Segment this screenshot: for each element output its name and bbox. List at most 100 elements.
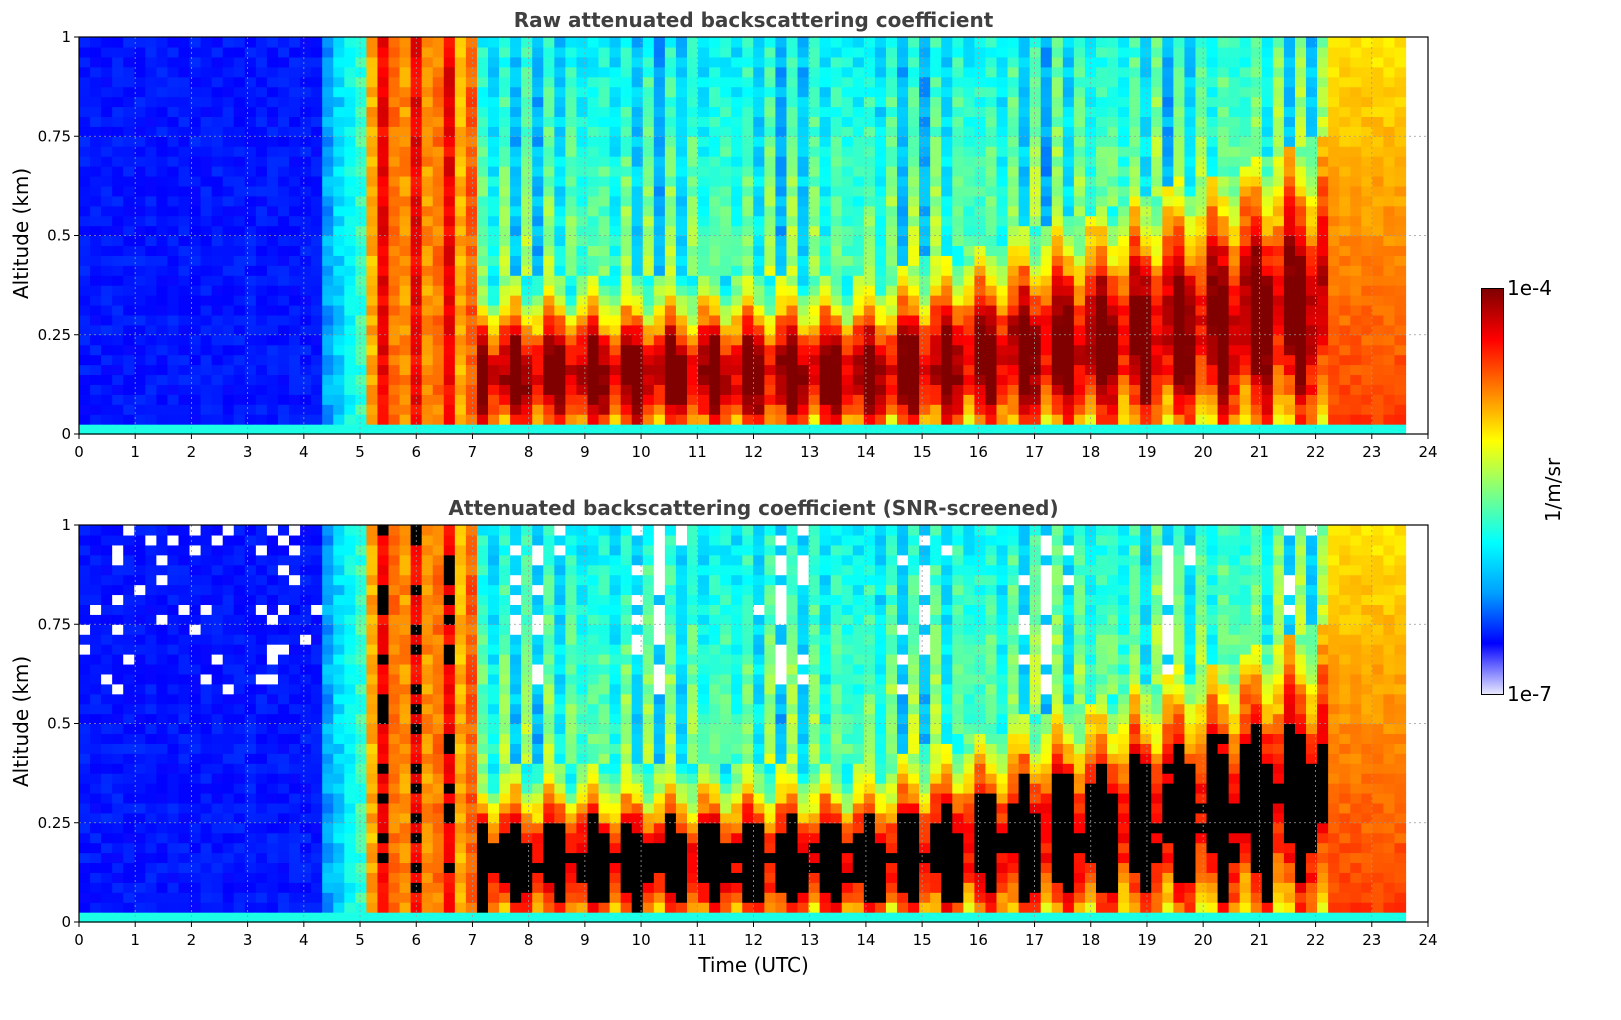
heatmap-cell xyxy=(1306,96,1318,108)
heatmap-cell xyxy=(1129,285,1141,296)
heatmap-cell xyxy=(720,235,732,247)
heatmap-cell xyxy=(1394,56,1407,68)
heatmap-cell xyxy=(897,175,909,187)
heatmap-cell xyxy=(797,384,810,395)
heatmap-cell xyxy=(167,96,180,108)
heatmap-cell xyxy=(1040,86,1053,98)
heatmap-cell xyxy=(1084,344,1097,356)
heatmap-cell xyxy=(1361,364,1373,376)
heatmap-cell xyxy=(344,265,356,276)
heatmap-cell xyxy=(1361,384,1373,395)
heatmap-cell xyxy=(576,414,589,425)
heatmap-cell xyxy=(255,76,268,88)
heatmap-cell xyxy=(112,324,124,336)
heatmap-cell xyxy=(222,344,235,356)
heatmap-cell xyxy=(443,185,456,197)
heatmap-cell xyxy=(112,215,124,227)
heatmap-cell xyxy=(1350,255,1362,266)
heatmap-cell xyxy=(686,424,699,435)
heatmap-cell xyxy=(101,175,113,187)
heatmap-cell xyxy=(1383,265,1396,276)
heatmap-cell xyxy=(178,414,191,425)
heatmap-cell xyxy=(919,374,931,385)
heatmap-cell xyxy=(1073,384,1086,395)
heatmap-cell xyxy=(443,66,456,78)
heatmap-cell xyxy=(1051,146,1064,157)
heatmap-cell xyxy=(1261,46,1274,58)
heatmap-cell xyxy=(432,86,445,98)
heatmap-cell xyxy=(1339,46,1351,58)
x-tick-label: 13 xyxy=(800,443,819,461)
heatmap-cell xyxy=(720,255,732,266)
heatmap-cell xyxy=(222,255,235,266)
heatmap-cell xyxy=(443,106,456,117)
heatmap-cell xyxy=(134,314,146,326)
heatmap-cell xyxy=(244,295,257,306)
heatmap-cell xyxy=(222,324,235,336)
heatmap-cell xyxy=(1018,394,1031,405)
heatmap-cell xyxy=(1151,166,1163,177)
heatmap-cell xyxy=(454,37,467,48)
heatmap-cell xyxy=(1383,76,1396,88)
heatmap-cell xyxy=(908,215,920,227)
heatmap-cell xyxy=(598,394,611,405)
heatmap-cell xyxy=(786,136,799,147)
heatmap-cell xyxy=(300,215,312,227)
heatmap-cell xyxy=(952,86,964,98)
heatmap-cell xyxy=(863,265,876,276)
heatmap-cell xyxy=(311,255,323,266)
heatmap-cell xyxy=(90,832,102,844)
heatmap-cell xyxy=(1051,424,1064,435)
heatmap-cell xyxy=(399,146,412,157)
heatmap-cell xyxy=(797,285,810,296)
heatmap-cell xyxy=(101,66,113,78)
heatmap-cell xyxy=(830,56,843,68)
heatmap-cell xyxy=(609,156,622,167)
heatmap-cell xyxy=(863,185,876,197)
heatmap-cell xyxy=(145,195,157,207)
heatmap-cell xyxy=(631,205,644,217)
heatmap-cell xyxy=(1107,265,1119,276)
heatmap-cell xyxy=(941,275,953,286)
heatmap-cell xyxy=(244,166,257,177)
heatmap-cell xyxy=(112,96,124,108)
heatmap-cell xyxy=(852,364,865,376)
heatmap-cell xyxy=(1217,304,1230,316)
heatmap-cell xyxy=(819,46,832,58)
heatmap-cell xyxy=(101,265,113,276)
heatmap-cell xyxy=(123,146,135,157)
heatmap-cell xyxy=(576,56,589,68)
heatmap-cell xyxy=(554,215,566,227)
heatmap-cell xyxy=(1294,96,1307,108)
heatmap-cell xyxy=(344,215,356,227)
heatmap-cell xyxy=(178,195,191,207)
heatmap-cell xyxy=(410,285,423,296)
heatmap-cell xyxy=(1118,384,1130,395)
heatmap-cell xyxy=(620,175,633,187)
heatmap-cell xyxy=(1151,116,1163,127)
heatmap-cell xyxy=(620,344,633,356)
heatmap-cell xyxy=(1162,394,1174,405)
heatmap-cell xyxy=(277,225,290,237)
heatmap-cell xyxy=(841,136,854,147)
heatmap-cell xyxy=(764,255,777,266)
heatmap-cell xyxy=(1217,66,1230,78)
heatmap-cell xyxy=(874,235,887,247)
heatmap-cell xyxy=(852,354,865,366)
heatmap-cell xyxy=(543,295,555,306)
heatmap-cell xyxy=(145,424,157,435)
heatmap-cell xyxy=(764,106,777,117)
heatmap-cell xyxy=(1129,275,1141,286)
heatmap-cell xyxy=(720,354,732,366)
heatmap-cell xyxy=(1118,414,1130,425)
heatmap-cell xyxy=(1118,295,1130,306)
heatmap-cell xyxy=(465,205,478,217)
heatmap-cell xyxy=(664,166,677,177)
heatmap-cell xyxy=(1372,304,1385,316)
heatmap-cell xyxy=(233,304,246,316)
heatmap-cell xyxy=(609,195,622,207)
heatmap-cell xyxy=(753,265,765,276)
heatmap-cell xyxy=(90,892,102,903)
heatmap-cell xyxy=(1361,146,1373,157)
heatmap-cell xyxy=(1350,156,1362,167)
